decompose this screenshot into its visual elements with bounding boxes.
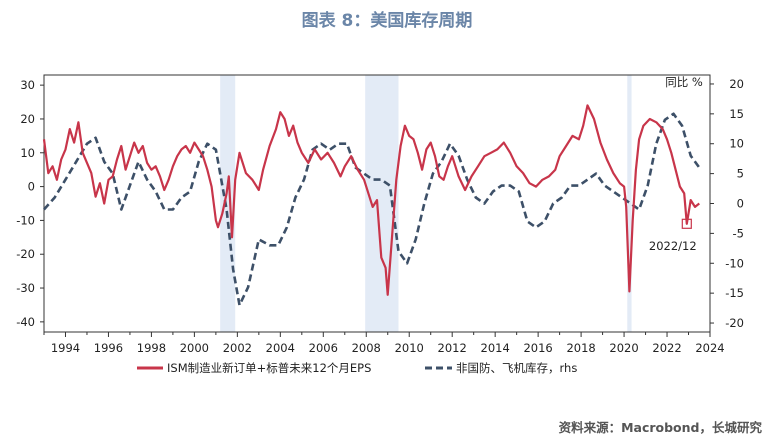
right-tick-label: -20: [725, 316, 744, 330]
x-tick-label: 1996: [94, 341, 123, 355]
x-tick-label: 2016: [523, 341, 552, 355]
inventory-series-line: [43, 112, 701, 307]
left-tick-label: 20: [20, 112, 35, 126]
right-tick-label: 0: [737, 197, 744, 211]
annotation-2022-12: 2022/12: [649, 218, 697, 253]
x-tick-label: 2022: [652, 341, 681, 355]
right-tick-label: 5: [737, 167, 744, 181]
left-axis: 30 20 10 0 -10 -20 -30 -40: [16, 78, 44, 329]
left-tick-label: -30: [16, 281, 35, 295]
annotation-marker: [681, 218, 692, 229]
x-tick-label: 2014: [481, 341, 510, 355]
legend: ISM制造业新订单+标普未来12个月EPS 非国防、飞机库存，rhs: [137, 361, 577, 375]
right-axis-unit-label: 同比 %: [665, 75, 703, 89]
left-tick-label: 30: [20, 78, 35, 92]
series-layer: [42, 104, 701, 307]
left-tick-label: -10: [16, 213, 35, 227]
x-tick-label: 2000: [180, 341, 209, 355]
left-tick-label: -40: [16, 315, 35, 329]
x-tick-label: 2012: [438, 341, 467, 355]
x-tick-label: 2010: [395, 341, 424, 355]
x-tick-label: 2020: [609, 341, 638, 355]
annotation-label: 2022/12: [649, 239, 697, 253]
left-tick-label: 10: [20, 146, 35, 160]
right-tick-label: -5: [733, 226, 744, 240]
right-tick-label: 15: [729, 107, 744, 121]
right-tick-label: 20: [729, 77, 744, 91]
left-tick-label: -20: [16, 247, 35, 261]
x-tick-label: 2024: [695, 341, 724, 355]
ism-series-line: [42, 104, 700, 296]
chart-title: 图表 8：美国库存周期: [302, 10, 473, 31]
right-axis: 20 15 10 5 0 -5 -10 -15 -20: [710, 77, 744, 330]
source-note: 资料来源：Macrobond，长城研究: [559, 420, 763, 435]
x-axis: 1994 1996 1998 2000 2002 2004 2006 2008 2010 2012…: [43, 332, 725, 355]
x-tick-label: 2008: [352, 341, 381, 355]
x-tick-label: 2002: [223, 341, 252, 355]
x-tick-label: 1994: [51, 341, 80, 355]
left-tick-label: 0: [28, 180, 35, 194]
legend-label-inventory: 非国防、飞机库存，rhs: [456, 361, 577, 375]
x-tick-label: 2004: [266, 341, 295, 355]
x-tick-label: 1998: [137, 341, 166, 355]
right-tick-label: -10: [725, 256, 744, 270]
x-tick-label: 2006: [309, 341, 338, 355]
recession-band-0: [220, 75, 236, 332]
recession-band-2: [627, 75, 632, 332]
legend-label-ism: ISM制造业新订单+标普未来12个月EPS: [167, 361, 371, 375]
right-tick-label: -15: [725, 286, 744, 300]
x-tick-label: 2018: [566, 341, 595, 355]
right-tick-label: 10: [729, 137, 744, 151]
